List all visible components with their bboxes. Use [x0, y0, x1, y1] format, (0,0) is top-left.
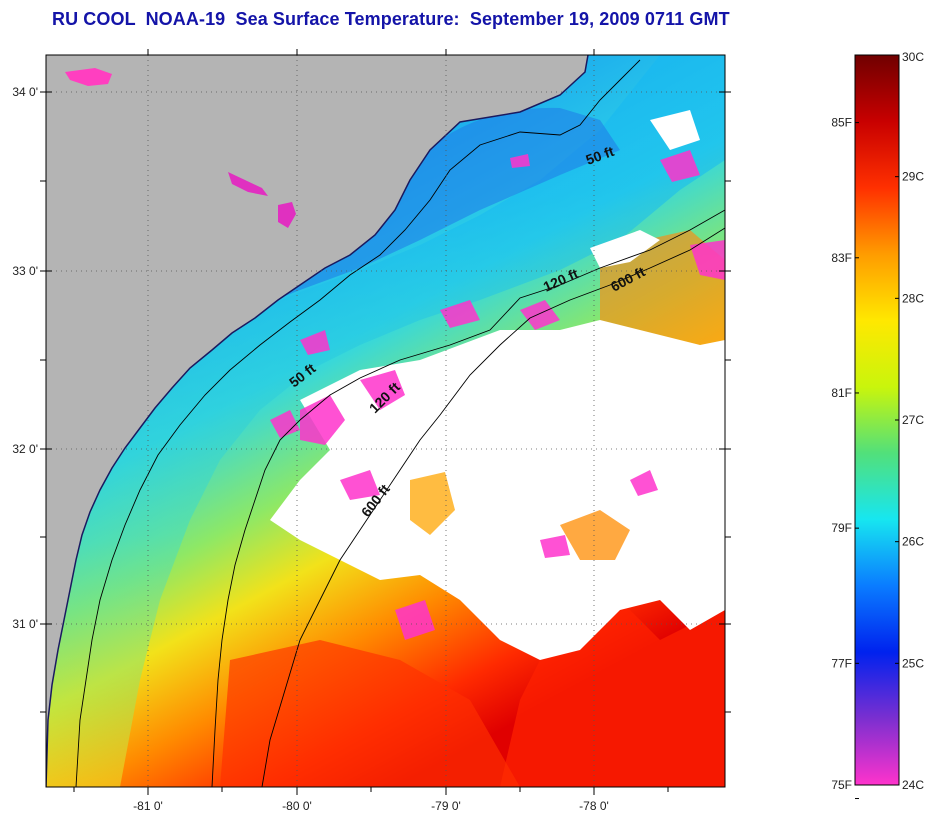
- lon-label: -81 0': [133, 799, 163, 813]
- lat-label: 32 0': [12, 442, 38, 456]
- cloud-edge-artifacts: [270, 150, 725, 640]
- colorbar-celsius-label: 28C: [902, 291, 924, 305]
- lon-label: -78 0': [579, 799, 609, 813]
- lon-label: -80 0': [282, 799, 312, 813]
- colorbar-fahrenheit-label: 79F: [831, 521, 852, 535]
- colorbar-fahrenheit-label: 85F: [831, 116, 852, 130]
- isobaths: [75, 59, 725, 787]
- colorbar-celsius-label: 25C: [902, 656, 924, 670]
- lat-label: 31 0': [12, 617, 38, 631]
- coastline: [46, 55, 589, 787]
- colorbar-fahrenheit-label: 75F: [831, 778, 852, 792]
- colorbar-celsius-label: 30C: [902, 50, 924, 64]
- colorbar-celsius-label: 26C: [902, 535, 924, 549]
- colorbar: 30C 29C 28C 27C 26C 25C 24C 85F 83F 81F 79F 77F 75F: [831, 50, 924, 800]
- colorbar-fahrenheit-label: 81F: [831, 386, 852, 400]
- colorbar-celsius-label: 24C: [902, 778, 924, 792]
- map-title: RU COOL NOAA-19 Sea Surface Temperature:…: [52, 9, 730, 29]
- colorbar-celsius-label: 27C: [902, 413, 924, 427]
- graticule: [46, 55, 725, 787]
- map-raster: [46, 55, 725, 787]
- lat-label: 34 0': [12, 85, 38, 99]
- colorbar-celsius-label: 29C: [902, 170, 924, 184]
- colorbar-gradient: [855, 55, 899, 785]
- colorbar-fahrenheit-label: 83F: [831, 251, 852, 265]
- lat-label: 33 0': [12, 264, 38, 278]
- map-frame: [45, 54, 726, 788]
- lon-label: -79 0': [431, 799, 461, 813]
- axis-labels: 34 0' 33 0' 32 0' 31 0' -81 0' -80 0' -7…: [12, 85, 608, 813]
- land-mass: [46, 55, 588, 787]
- axis-ticks: [40, 49, 731, 795]
- colorbar-fahrenheit-label: 77F: [831, 656, 852, 670]
